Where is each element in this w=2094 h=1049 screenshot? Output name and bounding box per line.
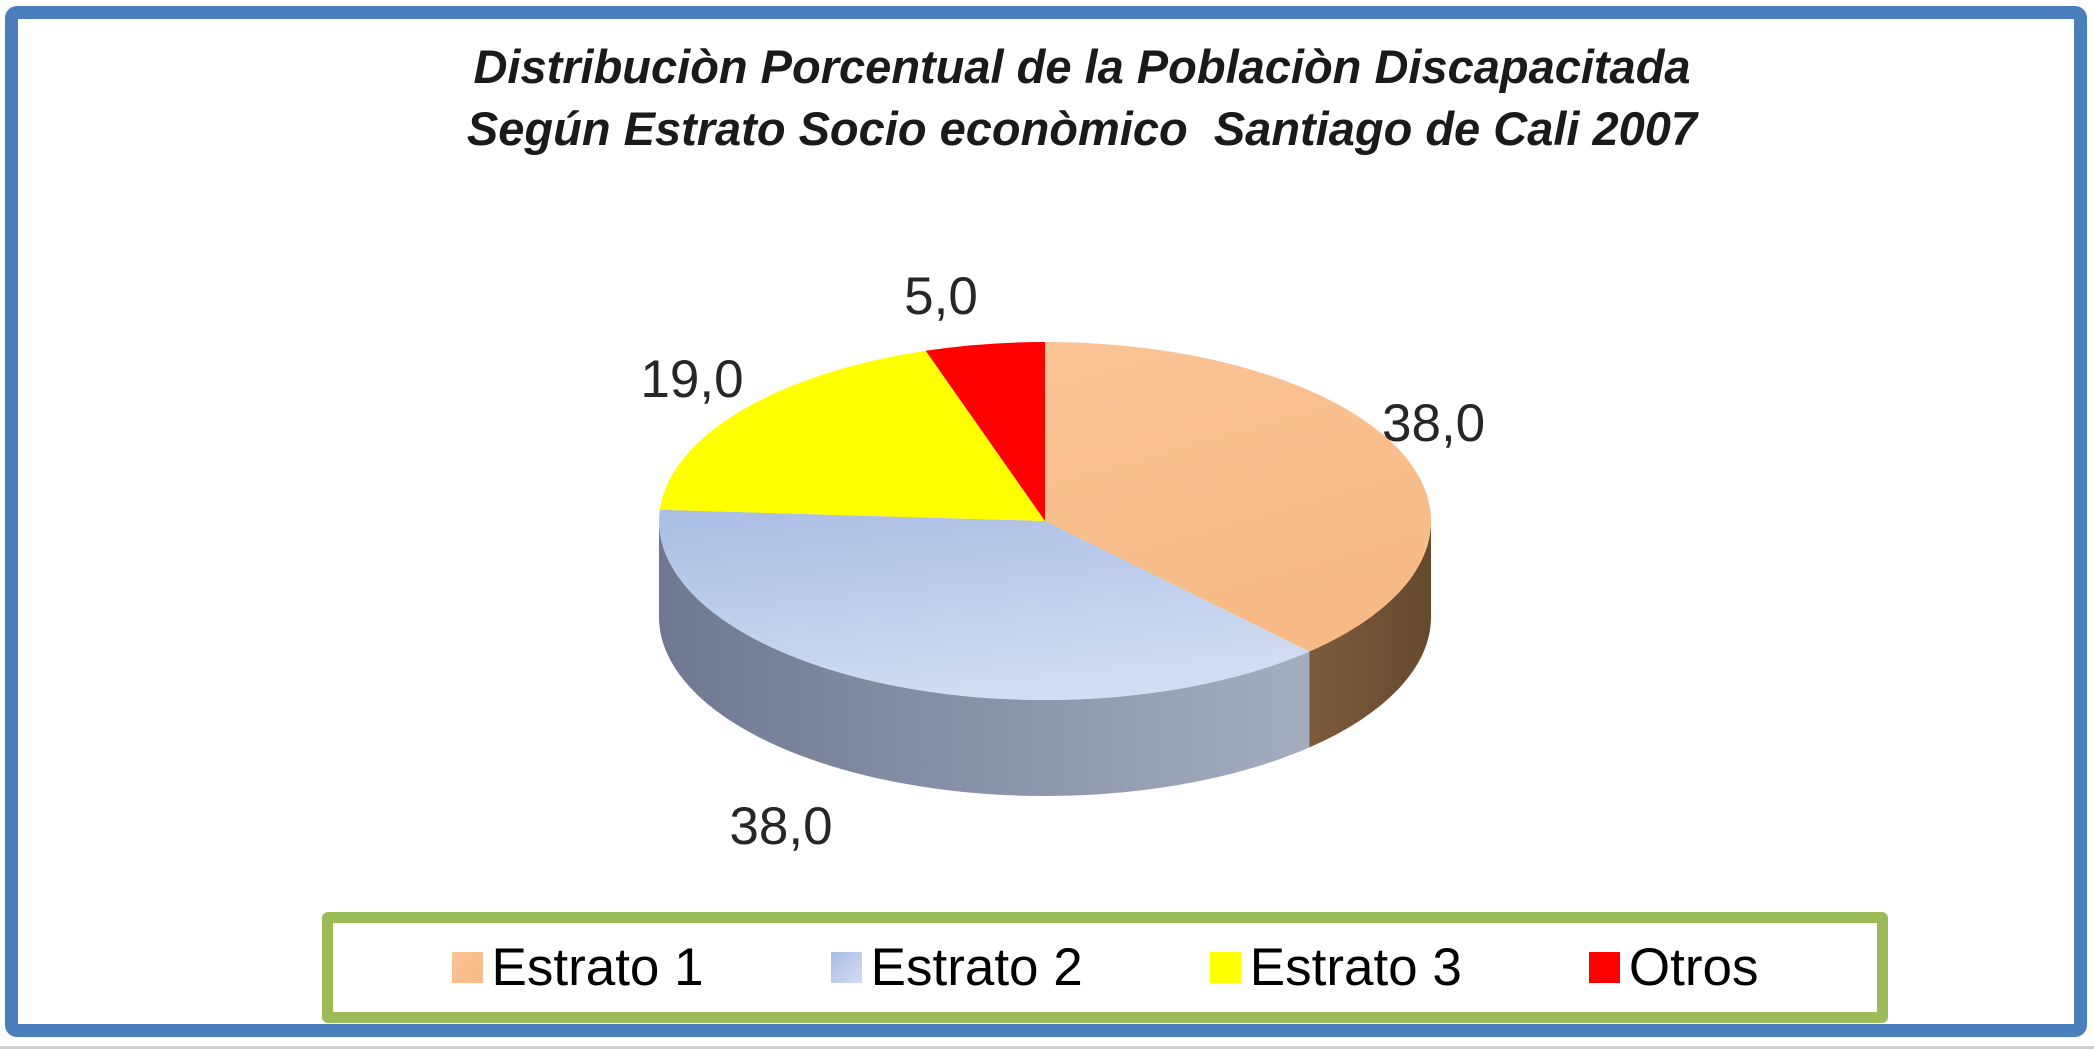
chart-title-line2: Según Estrato Socio econòmico Santiago d… <box>466 102 1698 155</box>
slice-label-estrato-1: 38,0 <box>1382 394 1486 453</box>
legend-label-estrato-2: Estrato 2 <box>870 938 1083 997</box>
pie-side-estrato-1 <box>1309 521 1431 748</box>
legend-swatch-estrato-1 <box>451 952 483 983</box>
pie-slice-estrato-3 <box>659 350 1045 521</box>
legend-item-estrato-1: Estrato 1 <box>451 937 704 998</box>
slice-label-estrato-2: 38,0 <box>729 797 833 856</box>
bottom-edge-line <box>0 1046 2094 1049</box>
legend-label-estrato-1: Estrato 1 <box>491 938 704 997</box>
legend-label-otros: Otros <box>1628 938 1759 997</box>
legend-swatch-estrato-2 <box>830 952 862 983</box>
legend: Estrato 1 Estrato 2 Estrato 3 Otros <box>322 912 1888 1023</box>
slice-label-estrato-3: 19,0 <box>640 350 744 409</box>
chart-title: Distribuciòn Porcentual de la Poblaciòn … <box>70 36 2094 160</box>
legend-swatch-estrato-3 <box>1209 952 1241 983</box>
legend-item-otros: Otros <box>1588 937 1759 998</box>
legend-swatch-otros <box>1588 952 1620 983</box>
legend-label-estrato-3: Estrato 3 <box>1249 938 1462 997</box>
pie-side-estrato-2 <box>659 521 1310 796</box>
pie-slice-estrato-1 <box>1045 342 1431 652</box>
legend-item-estrato-3: Estrato 3 <box>1209 937 1462 998</box>
pie-slice-otros <box>925 342 1045 521</box>
pie-slice-estrato-2 <box>659 509 1310 700</box>
slice-label-otros: 5,0 <box>904 267 978 326</box>
legend-item-estrato-2: Estrato 2 <box>830 937 1083 998</box>
chart-title-line1: Distribuciòn Porcentual de la Poblaciòn … <box>473 40 1691 93</box>
